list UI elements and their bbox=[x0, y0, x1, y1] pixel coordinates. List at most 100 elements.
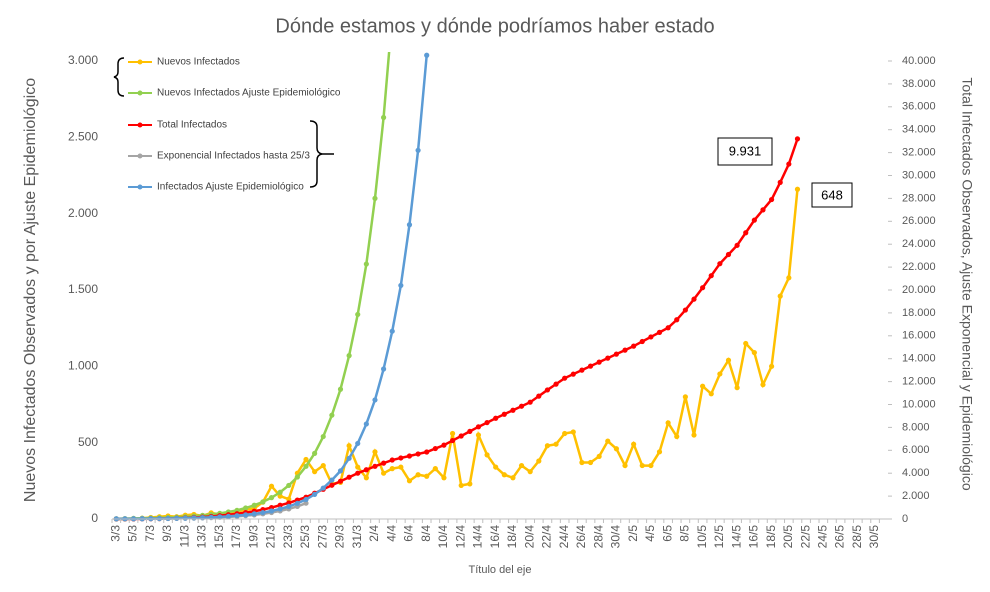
data-point bbox=[432, 445, 438, 452]
data-point bbox=[743, 230, 749, 236]
y2-tick-label: 24.000 bbox=[902, 238, 936, 250]
x-tick-label: 3/3 bbox=[108, 525, 122, 542]
annotation: 9.931 bbox=[729, 143, 762, 158]
data-point bbox=[544, 387, 551, 393]
x-tick-label: 2/5 bbox=[626, 525, 640, 542]
data-point bbox=[355, 470, 361, 476]
data-point bbox=[381, 470, 387, 476]
series-line bbox=[116, 189, 799, 521]
data-point bbox=[346, 455, 352, 461]
data-point bbox=[372, 449, 378, 455]
plot-area bbox=[113, 52, 801, 522]
data-point bbox=[346, 474, 352, 480]
y2-tick-label: 30.000 bbox=[902, 169, 936, 181]
data-point bbox=[268, 495, 275, 501]
data-point bbox=[605, 438, 611, 444]
data-point bbox=[458, 482, 464, 489]
data-point bbox=[717, 261, 723, 267]
x-tick-label: 10/4 bbox=[436, 525, 450, 549]
annotation: 648 bbox=[821, 187, 843, 202]
y2-tick-label: 8.000 bbox=[902, 421, 930, 433]
data-point bbox=[449, 437, 456, 444]
data-point bbox=[794, 136, 801, 142]
data-point bbox=[320, 433, 326, 440]
data-point bbox=[260, 509, 266, 516]
data-point bbox=[372, 195, 378, 201]
x-tick-label: 24/4 bbox=[557, 525, 571, 549]
data-point bbox=[329, 482, 335, 488]
y2-tick-label: 16.000 bbox=[902, 330, 936, 342]
data-point bbox=[398, 455, 404, 461]
data-point bbox=[398, 282, 404, 289]
data-point bbox=[424, 52, 430, 58]
data-point bbox=[587, 363, 594, 369]
data-point bbox=[786, 161, 792, 167]
data-point bbox=[337, 478, 344, 484]
x-tick-label: 18/4 bbox=[505, 525, 519, 549]
data-point bbox=[579, 459, 585, 466]
data-point bbox=[329, 412, 335, 418]
x-tick-label: 29/3 bbox=[333, 525, 347, 549]
x-tick-label: 26/4 bbox=[574, 525, 588, 549]
data-point bbox=[631, 441, 637, 447]
data-point bbox=[484, 452, 490, 458]
y-axis-title: Nuevos Infectados Observados y por Ajust… bbox=[22, 78, 39, 502]
x-tick-label: 17/3 bbox=[229, 525, 243, 549]
data-point bbox=[415, 147, 421, 153]
data-point bbox=[579, 367, 585, 373]
data-point bbox=[596, 359, 602, 365]
data-point bbox=[303, 463, 309, 469]
y-tick-label: 2.500 bbox=[68, 130, 98, 144]
x-tick-label: 28/4 bbox=[591, 525, 605, 549]
legend-bracket bbox=[113, 57, 125, 97]
legend-label: Infectados Ajuste Epidemiológico bbox=[157, 182, 304, 193]
data-point bbox=[415, 472, 421, 478]
legend-label: Exponencial Infectados hasta 25/3 bbox=[157, 151, 310, 162]
y2-tick-label: 28.000 bbox=[902, 192, 936, 204]
data-point bbox=[596, 453, 602, 460]
data-point bbox=[751, 217, 757, 223]
y2-tick-label: 32.000 bbox=[902, 147, 936, 159]
data-point bbox=[312, 491, 318, 497]
data-point bbox=[337, 386, 344, 392]
data-point bbox=[243, 505, 249, 511]
x-tick-label: 30/5 bbox=[867, 525, 881, 549]
data-point bbox=[622, 347, 628, 353]
y2-tick-label: 10.000 bbox=[902, 398, 936, 410]
data-point bbox=[467, 428, 473, 435]
data-point bbox=[639, 462, 645, 469]
data-point bbox=[165, 515, 171, 522]
data-point bbox=[484, 419, 490, 426]
data-point bbox=[656, 449, 663, 455]
legend-label: Nuevos Infectados bbox=[157, 57, 240, 68]
data-point bbox=[389, 466, 395, 472]
x-tick-label: 14/5 bbox=[729, 525, 743, 549]
data-point bbox=[760, 382, 766, 388]
data-point bbox=[277, 502, 283, 508]
data-point bbox=[303, 500, 309, 506]
data-point bbox=[277, 493, 283, 499]
data-point bbox=[691, 432, 697, 438]
data-point bbox=[268, 508, 275, 514]
data-point bbox=[656, 329, 663, 335]
data-point bbox=[303, 456, 309, 463]
x-tick-label: 14/4 bbox=[471, 525, 485, 549]
legend-marker bbox=[137, 153, 143, 159]
data-point bbox=[777, 293, 783, 299]
data-point bbox=[682, 307, 688, 313]
data-point bbox=[277, 489, 283, 495]
x-tick-label: 12/4 bbox=[453, 525, 467, 549]
y2-tick-label: 36.000 bbox=[902, 101, 936, 113]
x-tick-label: 16/5 bbox=[747, 525, 761, 549]
x-tick-label: 22/4 bbox=[540, 525, 554, 549]
data-point bbox=[743, 340, 749, 347]
data-point bbox=[251, 502, 257, 508]
data-point bbox=[389, 328, 395, 334]
data-point bbox=[691, 296, 697, 302]
y-tick-label: 500 bbox=[78, 435, 98, 449]
y2-axis-title: Total Infectados Observados, Ajuste Expo… bbox=[959, 77, 975, 490]
data-point bbox=[553, 441, 559, 447]
data-point bbox=[631, 343, 637, 349]
x-tick-label: 10/5 bbox=[695, 525, 709, 549]
